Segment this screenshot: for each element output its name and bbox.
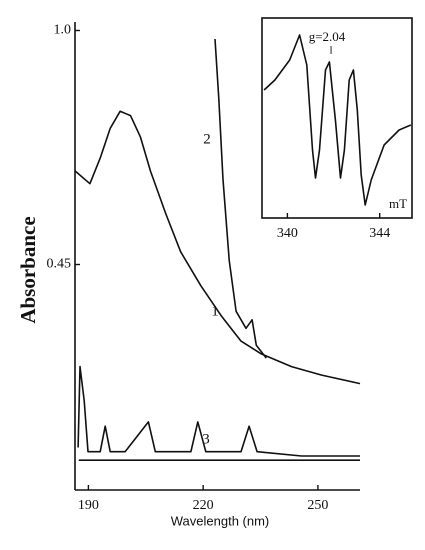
- x-tick-label: 340: [277, 226, 298, 241]
- x-tick-label: 220: [193, 498, 214, 513]
- y-tick-label: 0.45: [47, 257, 72, 272]
- g-factor-marker: I: [329, 45, 332, 56]
- inset-x-unit: mT: [389, 196, 407, 211]
- inset-frame: [261, 17, 413, 219]
- data-line: [74, 110, 361, 385]
- series-label: 1: [211, 303, 219, 319]
- x-tick-label: 250: [307, 498, 328, 513]
- data-line: [214, 38, 267, 359]
- y-tick-label: 1.0: [54, 23, 72, 38]
- x-axis-title: Wavelength (nm): [171, 513, 270, 528]
- x-tick-label: 344: [369, 226, 390, 241]
- data-line: [263, 34, 412, 206]
- x-tick-label: 190: [78, 498, 99, 513]
- g-factor-note: g=2.04: [309, 29, 346, 44]
- series-label: 2: [203, 131, 211, 147]
- series-label: 3: [202, 431, 210, 447]
- y-axis-title: Absorbance: [16, 216, 40, 323]
- data-line: [77, 365, 360, 457]
